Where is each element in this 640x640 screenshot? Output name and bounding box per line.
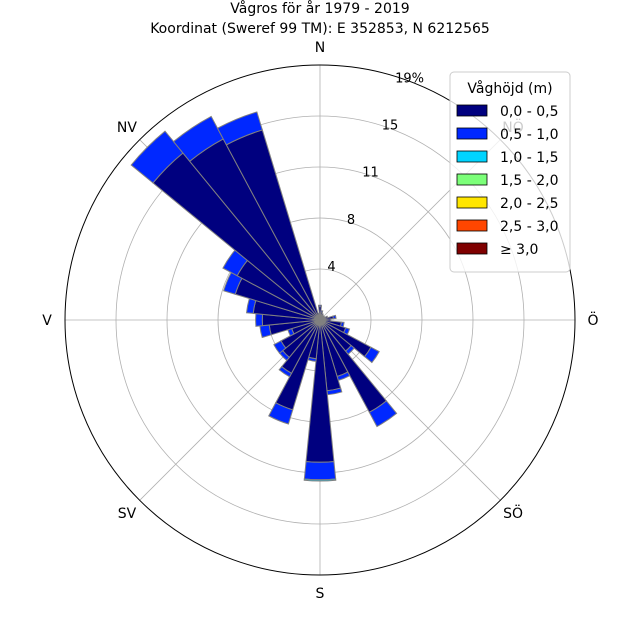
legend-label: 1,0 - 1,5: [500, 150, 558, 166]
direction-label: V: [42, 313, 52, 329]
legend-label: 2,5 - 3,0: [500, 219, 558, 235]
rose-bar-segment: [363, 346, 380, 364]
rose-bar-segment: [216, 111, 263, 146]
direction-label: N: [315, 40, 325, 56]
legend-swatch: [456, 127, 488, 140]
rose-bar-segment: [255, 313, 264, 327]
rose-bar-segment: [130, 130, 184, 184]
legend-swatch: [456, 219, 488, 232]
rose-bar-segment: [259, 324, 272, 339]
radial-tick-label: 15: [382, 119, 399, 134]
rose-bar-segment: [278, 365, 293, 378]
plot-border: [64, 64, 576, 576]
rose-bar-segment: [318, 304, 322, 308]
legend-label: 0,5 - 1,0: [500, 127, 558, 143]
rose-bar-segment: [332, 314, 337, 320]
radial-tick-label: 11: [362, 166, 379, 181]
direction-label: NV: [117, 120, 137, 136]
radial-tick-label: 19%: [395, 71, 424, 86]
legend: Våghöjd (m) 0,0 - 0,5 0,5 - 1,0 1,0 - 1,5 1,…: [449, 71, 571, 273]
direction-label: SÖ: [503, 504, 523, 522]
direction-label: Ö: [587, 311, 598, 329]
rose-bars: [64, 64, 576, 576]
rose-bar-segment: [368, 400, 398, 428]
legend-swatch: [456, 150, 488, 163]
legend-swatch: [456, 242, 488, 255]
legend-label: 2,0 - 2,5: [500, 196, 558, 212]
rose-bar-segment: [320, 310, 324, 313]
radial-tick-label: 8: [347, 213, 355, 228]
legend-label: 1,5 - 2,0: [500, 173, 558, 189]
chart-subtitle: Koordinat (Sweref 99 TM): E 352853, N 62…: [150, 21, 490, 37]
legend-swatch: [456, 104, 488, 117]
legend-title: Våghöjd (m): [467, 80, 552, 97]
legend-label: 0,0 - 0,5: [500, 104, 558, 120]
direction-label: S: [316, 586, 325, 602]
legend-label: ≥ 3,0: [500, 242, 538, 258]
rose-bar-segment: [303, 461, 337, 481]
direction-label: SV: [118, 506, 137, 522]
chart-title: Vågros för år 1979 - 2019: [230, 0, 409, 17]
rose-bar-segment: [317, 312, 321, 321]
rose-bar-segment: [303, 478, 337, 482]
radial-tick-label: 4: [327, 260, 335, 275]
rose-bar-segment: [172, 115, 224, 162]
rose-bar-segment: [268, 402, 294, 425]
legend-swatch: [456, 196, 488, 209]
radial-tick-labels: 4 8 11 15 19%: [327, 71, 424, 274]
rose-bar-segment: [273, 340, 287, 354]
legend-swatch: [456, 173, 488, 186]
